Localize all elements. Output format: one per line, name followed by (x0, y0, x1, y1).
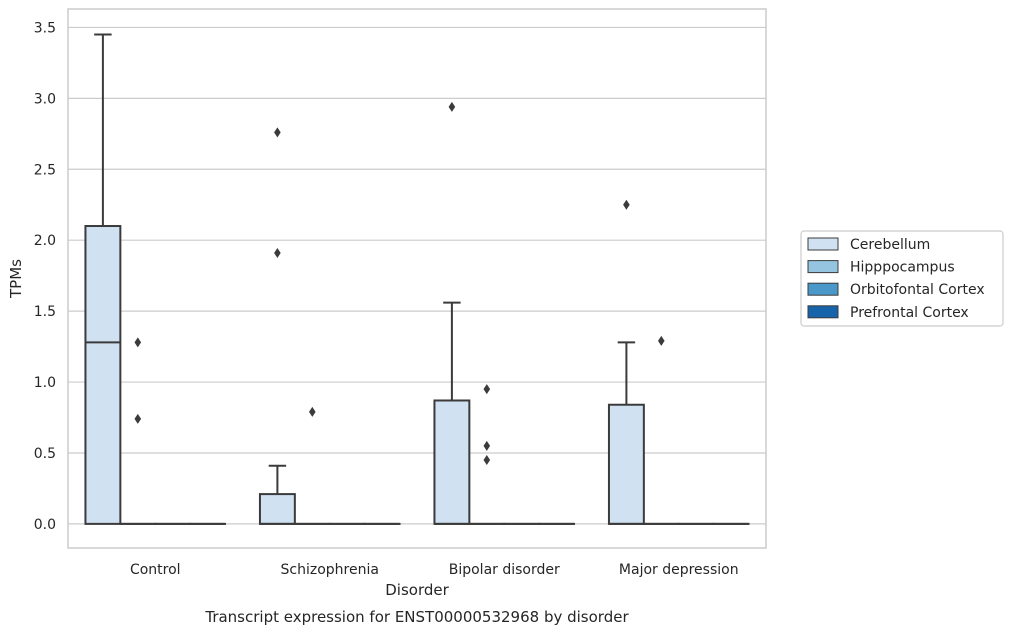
x-tick-label: Major depression (619, 562, 739, 578)
y-tick-label: 3.5 (34, 20, 56, 36)
outlier-point (448, 101, 456, 112)
box-cerebellum (433, 101, 471, 525)
legend-swatch (807, 237, 839, 251)
outlier-point (483, 384, 491, 395)
y-tick-label: 1.5 (34, 304, 56, 320)
legend-item: Orbitofontal Cortex (807, 282, 985, 298)
grid-lines (68, 26, 766, 525)
legend-swatch (807, 260, 839, 274)
legend-frame (800, 230, 1004, 327)
y-tick-label: 2.5 (34, 162, 56, 178)
box-body (258, 493, 296, 525)
y-tick-label: 1.0 (34, 375, 56, 391)
chart-caption: Transcript expression for ENST0000053296… (204, 608, 629, 626)
box-cerebellum (258, 127, 296, 525)
outlier-point (483, 440, 491, 451)
legend-item: Prefrontal Cortex (807, 305, 969, 321)
box-body (433, 399, 471, 525)
outlier-point (274, 247, 281, 258)
y-axis-label: TPMs (7, 259, 25, 299)
legend-label: Cerebellum (850, 237, 930, 253)
legend: Cerebellum Hipppocampus Orbitofontal Corte… (800, 230, 1004, 327)
legend-swatch (807, 282, 839, 296)
box-body (607, 403, 645, 525)
legend-label: Prefrontal Cortex (850, 305, 969, 321)
plot-frame (67, 8, 767, 549)
outlier-point (134, 337, 142, 348)
outlier-point (483, 455, 491, 466)
y-tick-label: 0.5 (34, 446, 56, 462)
legend-swatch (807, 305, 839, 319)
x-tick-label: Bipolar disorder (449, 562, 560, 578)
y-tick-label: 2.0 (34, 233, 56, 249)
y-axis-ticks: 0.0 0.5 1.0 1.5 2.0 2.5 3.0 3.5 (34, 20, 56, 532)
outlier-point (274, 127, 281, 138)
box-hipppocampus (119, 337, 157, 525)
box-hipppocampus (642, 335, 680, 525)
outlier-point (623, 199, 630, 210)
box-body (84, 225, 122, 525)
outlier-point (309, 406, 316, 417)
box-hipppocampus (293, 406, 331, 525)
box-hipppocampus (468, 384, 506, 525)
outlier-point (134, 413, 142, 424)
box-cerebellum (607, 199, 645, 525)
x-tick-label: Control (130, 562, 181, 578)
box-cerebellum (84, 33, 122, 525)
legend-label: Hipppocampus (850, 260, 955, 276)
legend-item: Hipppocampus (807, 260, 955, 276)
x-axis-label: Disorder (385, 581, 449, 599)
outlier-point (658, 335, 665, 346)
box-plot-series (84, 33, 750, 525)
legend-item: Cerebellum (807, 237, 930, 253)
x-axis-ticks: Control Schizophrenia Bipolar disorder Majo… (130, 562, 739, 578)
y-tick-label: 0.0 (34, 517, 56, 533)
x-tick-label: Schizophrenia (281, 562, 379, 578)
y-tick-label: 3.0 (34, 91, 56, 107)
legend-label: Orbitofontal Cortex (850, 282, 985, 298)
